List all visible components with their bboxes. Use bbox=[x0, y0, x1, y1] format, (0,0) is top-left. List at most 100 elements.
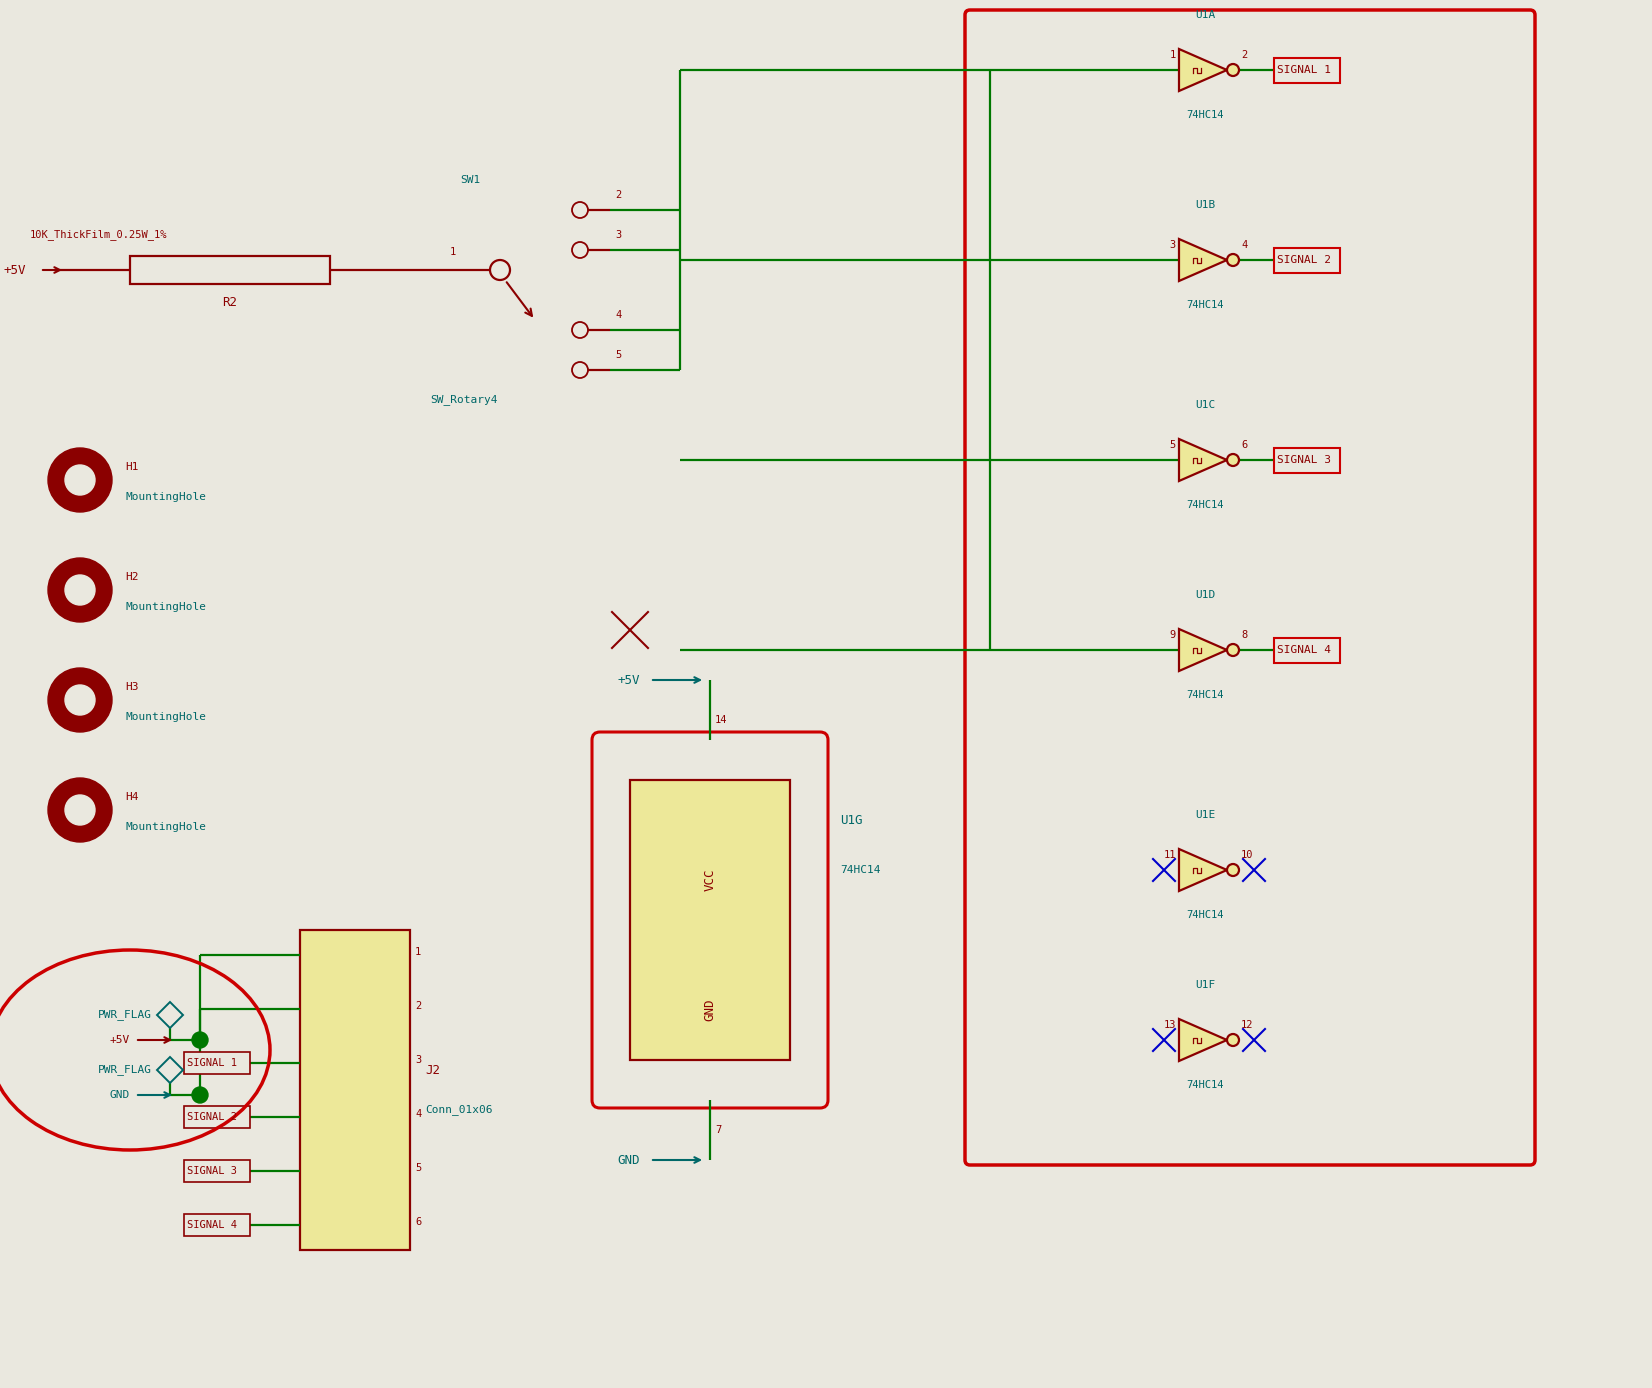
Text: 4: 4 bbox=[1241, 240, 1247, 250]
Polygon shape bbox=[1180, 439, 1227, 482]
Text: MountingHole: MountingHole bbox=[126, 602, 206, 612]
Text: SIGNAL 3: SIGNAL 3 bbox=[187, 1166, 236, 1176]
Text: H2: H2 bbox=[126, 572, 139, 582]
Circle shape bbox=[48, 558, 112, 622]
Text: 6: 6 bbox=[415, 1217, 421, 1227]
Text: 4: 4 bbox=[415, 1109, 421, 1119]
Circle shape bbox=[64, 795, 96, 824]
Text: 1: 1 bbox=[1170, 50, 1176, 60]
Text: PWR_FLAG: PWR_FLAG bbox=[97, 1065, 152, 1076]
Text: 3: 3 bbox=[1170, 240, 1176, 250]
Text: 2: 2 bbox=[615, 190, 621, 200]
Text: SIGNAL 1: SIGNAL 1 bbox=[1277, 65, 1332, 75]
Text: 1: 1 bbox=[415, 947, 421, 956]
Circle shape bbox=[1227, 64, 1239, 76]
Text: U1D: U1D bbox=[1194, 590, 1216, 600]
Circle shape bbox=[491, 260, 510, 280]
Text: 14: 14 bbox=[715, 715, 727, 725]
Circle shape bbox=[1227, 454, 1239, 466]
FancyBboxPatch shape bbox=[1274, 247, 1340, 272]
Text: SIGNAL 2: SIGNAL 2 bbox=[1277, 255, 1332, 265]
Text: 11: 11 bbox=[1163, 849, 1176, 861]
Text: 2: 2 bbox=[1241, 50, 1247, 60]
Text: SIGNAL 2: SIGNAL 2 bbox=[187, 1112, 236, 1122]
Text: H1: H1 bbox=[126, 462, 139, 472]
Text: 5: 5 bbox=[615, 350, 621, 359]
Text: U1C: U1C bbox=[1194, 400, 1216, 409]
Text: 13: 13 bbox=[1163, 1020, 1176, 1030]
Text: 9: 9 bbox=[1170, 630, 1176, 640]
FancyBboxPatch shape bbox=[629, 780, 790, 1060]
FancyBboxPatch shape bbox=[1274, 447, 1340, 472]
Text: U1G: U1G bbox=[839, 813, 862, 826]
Circle shape bbox=[192, 1087, 208, 1103]
Text: 12: 12 bbox=[1241, 1020, 1254, 1030]
Circle shape bbox=[1227, 254, 1239, 266]
FancyBboxPatch shape bbox=[183, 1106, 249, 1128]
Text: 74HC14: 74HC14 bbox=[1186, 300, 1224, 310]
Text: 74HC14: 74HC14 bbox=[1186, 690, 1224, 700]
Text: 4: 4 bbox=[615, 310, 621, 321]
FancyBboxPatch shape bbox=[183, 1052, 249, 1074]
Polygon shape bbox=[1180, 49, 1227, 92]
Text: U1F: U1F bbox=[1194, 980, 1216, 990]
Text: 5: 5 bbox=[415, 1163, 421, 1173]
Text: SW1: SW1 bbox=[459, 175, 481, 185]
Text: SIGNAL 4: SIGNAL 4 bbox=[1277, 645, 1332, 655]
Circle shape bbox=[1227, 863, 1239, 876]
Text: 74HC14: 74HC14 bbox=[1186, 1080, 1224, 1090]
Text: 10: 10 bbox=[1241, 849, 1254, 861]
Text: U1A: U1A bbox=[1194, 10, 1216, 19]
Circle shape bbox=[64, 465, 96, 496]
Text: 5: 5 bbox=[1170, 440, 1176, 450]
Text: 74HC14: 74HC14 bbox=[1186, 911, 1224, 920]
Polygon shape bbox=[1180, 629, 1227, 670]
Circle shape bbox=[192, 1033, 208, 1048]
Text: 3: 3 bbox=[415, 1055, 421, 1065]
Text: PWR_FLAG: PWR_FLAG bbox=[97, 1009, 152, 1020]
Text: 74HC14: 74HC14 bbox=[839, 865, 881, 874]
Text: U1B: U1B bbox=[1194, 200, 1216, 210]
Text: SW_Rotary4: SW_Rotary4 bbox=[430, 394, 497, 405]
Text: U1E: U1E bbox=[1194, 811, 1216, 820]
Polygon shape bbox=[1180, 239, 1227, 280]
Circle shape bbox=[48, 448, 112, 512]
Text: MountingHole: MountingHole bbox=[126, 822, 206, 831]
FancyBboxPatch shape bbox=[965, 10, 1535, 1165]
Text: SIGNAL 4: SIGNAL 4 bbox=[187, 1220, 236, 1230]
Text: MountingHole: MountingHole bbox=[126, 712, 206, 722]
Text: Conn_01x06: Conn_01x06 bbox=[425, 1105, 492, 1116]
Circle shape bbox=[1227, 644, 1239, 657]
FancyBboxPatch shape bbox=[131, 255, 330, 285]
Text: J2: J2 bbox=[425, 1063, 439, 1077]
Circle shape bbox=[572, 242, 588, 258]
FancyBboxPatch shape bbox=[301, 930, 410, 1251]
Text: 8: 8 bbox=[1241, 630, 1247, 640]
Circle shape bbox=[572, 362, 588, 378]
Circle shape bbox=[48, 779, 112, 843]
Circle shape bbox=[64, 686, 96, 715]
Polygon shape bbox=[1180, 849, 1227, 891]
Text: +5V: +5V bbox=[109, 1035, 131, 1045]
Text: GND: GND bbox=[704, 999, 717, 1022]
Text: VCC: VCC bbox=[704, 869, 717, 891]
Text: GND: GND bbox=[618, 1153, 639, 1166]
Text: SIGNAL 3: SIGNAL 3 bbox=[1277, 455, 1332, 465]
Circle shape bbox=[64, 575, 96, 605]
FancyBboxPatch shape bbox=[591, 731, 828, 1108]
Circle shape bbox=[1227, 1034, 1239, 1047]
FancyBboxPatch shape bbox=[1274, 57, 1340, 82]
FancyBboxPatch shape bbox=[1274, 637, 1340, 662]
Text: R2: R2 bbox=[223, 296, 238, 308]
Polygon shape bbox=[1180, 1019, 1227, 1060]
Text: GND: GND bbox=[109, 1090, 131, 1101]
Circle shape bbox=[48, 668, 112, 731]
Text: MountingHole: MountingHole bbox=[126, 491, 206, 502]
Text: 74HC14: 74HC14 bbox=[1186, 110, 1224, 119]
Text: 1: 1 bbox=[449, 247, 456, 257]
FancyBboxPatch shape bbox=[183, 1214, 249, 1235]
Text: SIGNAL 1: SIGNAL 1 bbox=[187, 1058, 236, 1067]
Circle shape bbox=[572, 203, 588, 218]
FancyBboxPatch shape bbox=[183, 1160, 249, 1183]
Text: 2: 2 bbox=[415, 1001, 421, 1010]
